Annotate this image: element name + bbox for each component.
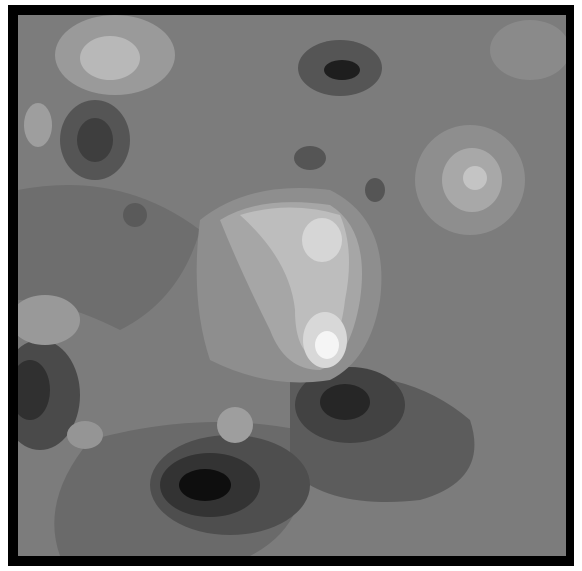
contour-band	[67, 421, 103, 449]
contour-band	[18, 295, 80, 345]
contour-band	[217, 407, 253, 443]
contour-field	[18, 15, 566, 556]
contour-band	[123, 203, 147, 227]
contour-band	[179, 469, 231, 501]
contour-band	[294, 146, 326, 170]
contour-band	[18, 360, 50, 420]
contour-band	[463, 166, 487, 190]
contour-band	[315, 331, 339, 359]
contour-band	[24, 103, 52, 147]
contour-band	[490, 20, 566, 80]
contour-band	[302, 218, 342, 262]
contour-band	[18, 185, 200, 330]
contour-band	[80, 36, 140, 80]
contour-band	[320, 384, 370, 420]
contour-band	[77, 118, 113, 162]
contour-band	[324, 60, 360, 80]
contour-band	[365, 178, 385, 202]
